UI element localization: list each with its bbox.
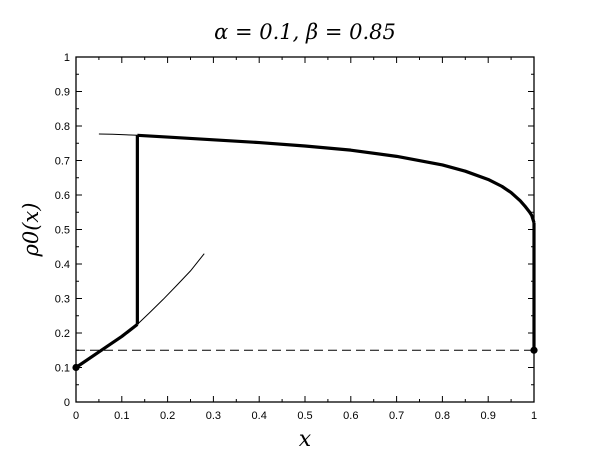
x-tick-label: 0.7 [389, 410, 404, 422]
x-tick-label: 0.1 [114, 410, 129, 422]
y-tick-label: 0.9 [55, 87, 70, 99]
x-axis-label: x [299, 427, 312, 452]
series-line-4 [75, 323, 139, 369]
y-tick-label: 0.1 [55, 363, 70, 375]
x-tick-label: 0 [73, 410, 79, 422]
y-axis-label: ρ0(x) [19, 203, 43, 258]
x-tick-label: 0.5 [297, 410, 312, 422]
x-tick-label: 0.8 [435, 410, 450, 422]
y-tick-label: 0.8 [55, 121, 70, 133]
y-tick-label: 0.6 [55, 190, 70, 202]
chart-title: α = 0.1, β = 0.85 [214, 20, 396, 44]
x-tick-label: 0.4 [252, 410, 267, 422]
x-tick-label: 0.9 [481, 410, 496, 422]
x-tick-label: 0.2 [160, 410, 175, 422]
series-line-1 [98, 133, 138, 136]
y-tick-label: 0.4 [55, 259, 70, 271]
y-tick-label: 0 [64, 397, 70, 409]
chart-marks [72, 133, 538, 372]
x-tick-label: 0.6 [343, 410, 358, 422]
x-tick-label: 1 [531, 410, 537, 422]
series-line-2 [137, 133, 536, 224]
y-tick-label: 0.3 [55, 294, 70, 306]
y-tick-label: 0.2 [55, 328, 70, 340]
y-tick-label: 0.7 [55, 156, 70, 168]
y-tick-label: 1 [64, 52, 70, 64]
axis-ticks: 0 0.1 0.2 0.3 0.4 0.5 0.6 0.7 0.8 0.9 1 0 0.1 0.2 0.3 0… [55, 52, 537, 422]
y-tick-label: 0.5 [55, 225, 70, 237]
x-tick-label: 0.3 [206, 410, 221, 422]
series-line-5 [137, 253, 205, 325]
